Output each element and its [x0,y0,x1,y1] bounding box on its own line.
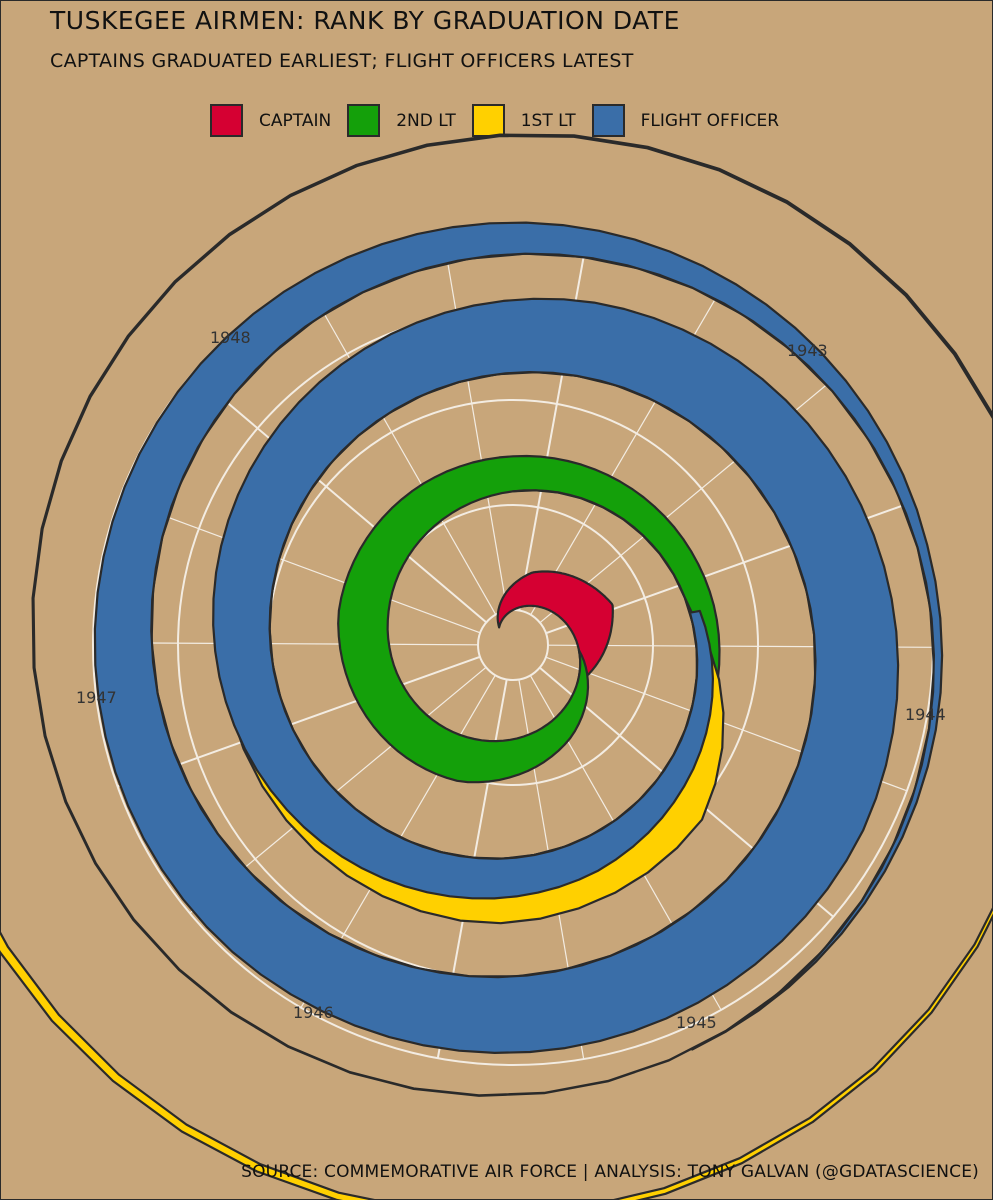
legend-label-flight-officer: FLIGHT OFFICER [640,110,780,131]
grid-spoke [518,231,590,611]
chart-title: TUSKEGEE AIRMEN: RANK BY GRADUATION DATE [50,6,680,35]
legend-swatch-captain [210,104,243,137]
legend-label-captain: CAPTAIN [259,110,332,131]
legend-item-captain: CAPTAIN [210,104,331,137]
legend-item-2nd-lt: 2ND LT [347,104,456,137]
year-label-1947: 1947 [76,688,117,707]
grid-spoke [192,372,487,624]
legend-label-2nd-lt: 2ND LT [396,110,456,131]
series-areas [0,133,993,1200]
source-caption: SOURCE: COMMEMORATIVE AIR FORCE | ANALYS… [241,1162,979,1182]
grid-spoke [304,279,497,615]
legend: CAPTAIN 2ND LT 1ST LT FLIGHT OFFICER [210,104,795,137]
year-label-1946: 1946 [293,1003,334,1022]
legend-swatch-2nd-lt [347,104,381,137]
grid-ring [477,609,549,681]
year-label-1944: 1944 [905,705,946,724]
grid-spoke [118,498,481,634]
grid-spoke [441,230,508,611]
chart-subtitle: CAPTAINS GRADUATED EARLIEST; FLIGHT OFFI… [50,50,634,72]
grid-spoke [93,642,479,646]
area-flight-officer [93,221,944,1054]
year-tick-labels: 1943 1944 1945 1946 1947 1948 [76,328,946,1032]
legend-swatch-flight-officer [591,104,625,137]
area-captain [496,570,614,685]
year-label-1948: 1948 [210,328,251,347]
legend-label-1st-lt: 1ST LT [520,110,576,131]
legend-item-flight-officer: FLIGHT OFFICER [591,104,780,137]
year-label-1943: 1943 [787,341,828,360]
year-label-1945: 1945 [676,1013,717,1032]
